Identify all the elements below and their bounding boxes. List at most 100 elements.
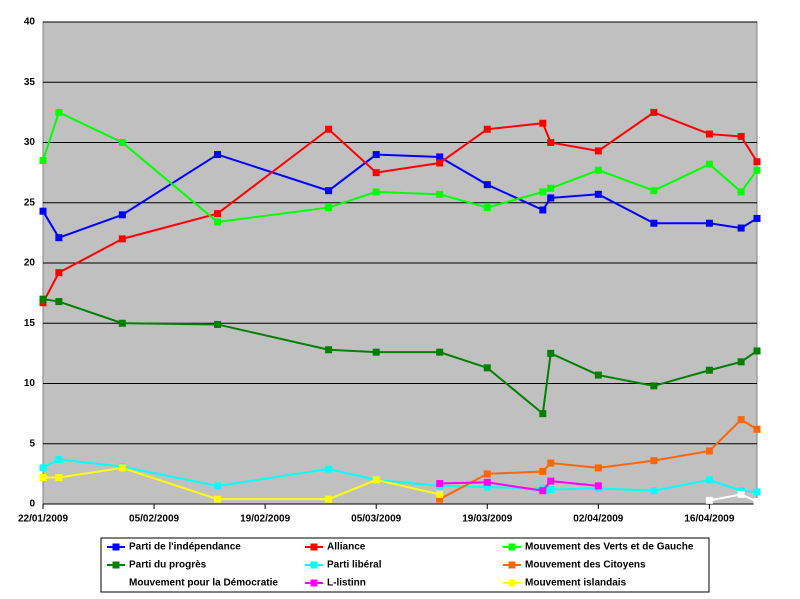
- point: [753, 347, 761, 355]
- point: [55, 455, 63, 463]
- point: [118, 211, 126, 219]
- point: [547, 184, 555, 192]
- point: [547, 139, 555, 146]
- point: [372, 151, 380, 159]
- point: [214, 482, 222, 490]
- point: [39, 299, 47, 307]
- point: [650, 219, 658, 227]
- point: [737, 416, 745, 424]
- legend-marker: [310, 561, 318, 569]
- point: [547, 349, 555, 357]
- point: [483, 204, 491, 212]
- point: [436, 190, 444, 198]
- y-tick-label: 10: [24, 378, 36, 389]
- point: [214, 495, 222, 503]
- point: [594, 190, 602, 198]
- point: [737, 188, 745, 196]
- point: [737, 224, 745, 232]
- y-tick-label: 25: [24, 197, 36, 208]
- point: [705, 447, 713, 455]
- x-tick-label: 19/02/2009: [240, 514, 290, 525]
- legend-label: Mouvement islandais: [525, 578, 627, 589]
- point: [39, 473, 47, 481]
- point: [483, 181, 491, 189]
- point: [539, 206, 547, 214]
- point: [436, 480, 444, 488]
- y-tick-label: 0: [29, 499, 35, 510]
- point: [214, 151, 222, 159]
- point: [753, 158, 761, 166]
- y-tick-label: 20: [24, 258, 36, 269]
- point: [753, 214, 761, 222]
- legend-marker: [508, 579, 516, 587]
- point: [436, 153, 444, 161]
- point: [705, 160, 713, 168]
- point: [737, 132, 745, 140]
- point: [55, 473, 63, 481]
- point: [436, 159, 444, 167]
- point: [483, 125, 491, 133]
- legend-marker: [508, 561, 516, 569]
- point: [39, 207, 47, 215]
- x-tick-label: 19/03/2009: [462, 514, 512, 525]
- legend-marker: [310, 543, 318, 551]
- point: [594, 371, 602, 379]
- point: [737, 487, 745, 495]
- legend-label: Mouvement des Verts et de Gauche: [525, 542, 694, 553]
- point: [325, 204, 333, 212]
- point: [214, 210, 222, 218]
- point: [55, 298, 63, 306]
- point: [325, 187, 333, 195]
- point: [539, 188, 547, 196]
- y-tick-label: 35: [24, 77, 36, 88]
- point: [436, 348, 444, 356]
- point: [753, 488, 761, 496]
- point: [39, 464, 47, 472]
- x-tick-label: 22/01/2009: [18, 514, 68, 525]
- point: [650, 457, 658, 465]
- point: [55, 269, 63, 277]
- point: [372, 476, 380, 484]
- legend-label: Alliance: [327, 542, 366, 553]
- legend-marker: [112, 579, 120, 587]
- x-tick-label: 05/02/2009: [129, 514, 179, 525]
- y-tick-label: 15: [24, 318, 36, 329]
- legend-label: Parti libéral: [327, 560, 382, 571]
- point: [737, 358, 745, 366]
- legend-label: L-listinn: [327, 578, 366, 589]
- point: [650, 487, 658, 495]
- legend-marker: [112, 561, 120, 569]
- legend-label: Mouvement pour la Démocratie: [129, 578, 278, 589]
- point: [547, 194, 555, 202]
- legend-marker: [310, 579, 318, 587]
- legend-marker: [508, 543, 516, 551]
- legend-marker: [112, 543, 120, 551]
- point: [650, 382, 658, 390]
- point: [705, 219, 713, 227]
- point: [705, 496, 713, 504]
- legend-label: Mouvement des Citoyens: [525, 560, 646, 571]
- point: [214, 218, 222, 226]
- point: [483, 478, 491, 486]
- y-tick-label: 40: [24, 17, 36, 28]
- point: [372, 169, 380, 177]
- point: [594, 166, 602, 174]
- x-tick-label: 16/04/2009: [684, 514, 734, 525]
- point: [547, 486, 555, 494]
- y-tick-label: 5: [29, 438, 35, 449]
- point: [539, 467, 547, 475]
- point: [539, 410, 547, 418]
- point: [55, 108, 63, 116]
- point: [705, 130, 713, 138]
- point: [483, 364, 491, 372]
- point: [539, 119, 547, 127]
- point: [325, 495, 333, 503]
- legend-label: Parti du progrès: [129, 560, 207, 571]
- point: [118, 139, 126, 146]
- point: [55, 234, 63, 242]
- point: [650, 108, 658, 116]
- point: [214, 320, 222, 328]
- point: [594, 147, 602, 155]
- x-tick-label: 05/03/2009: [351, 514, 401, 525]
